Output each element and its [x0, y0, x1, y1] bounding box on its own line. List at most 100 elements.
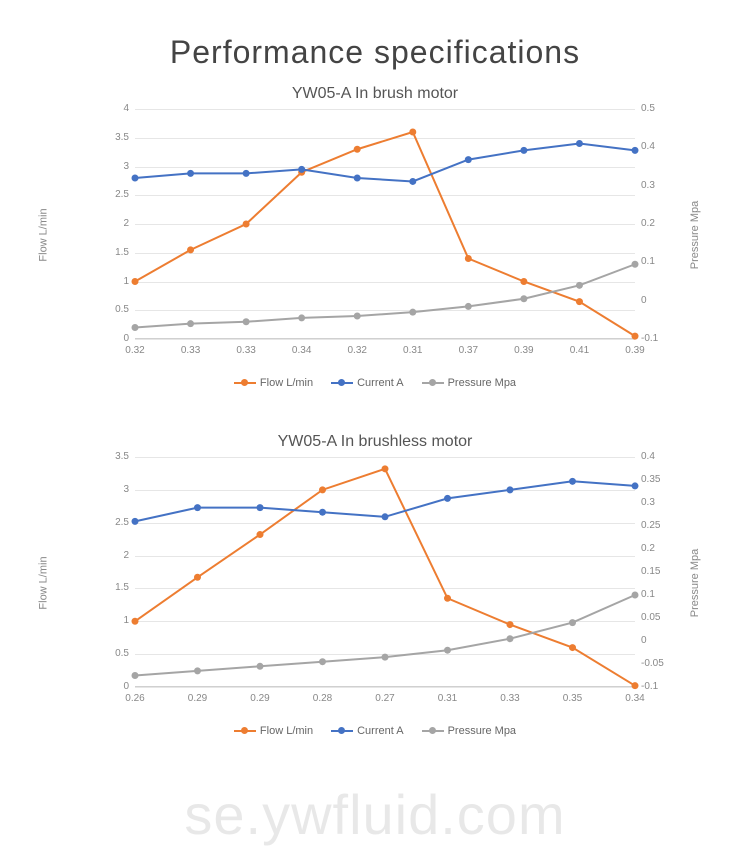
page-title: Performance specifications	[0, 0, 750, 81]
chart1-legend-item: Current A	[331, 377, 403, 389]
chart1-right-tick: 0	[641, 295, 673, 306]
chart2-right-tick: -0.05	[641, 658, 673, 669]
chart1-series-marker	[520, 147, 527, 154]
chart1-left-tick: 1.5	[101, 247, 129, 258]
chart1-series-line	[135, 132, 635, 336]
chart1-left-tick: 2	[101, 218, 129, 229]
chart2-series-marker	[444, 595, 451, 602]
chart1-legend-swatch	[234, 382, 256, 384]
chart2-legend-label: Flow L/min	[260, 725, 313, 737]
chart1-x-tick: 0.39	[615, 345, 655, 356]
chart2-left-tick: 3	[101, 484, 129, 495]
chart1-left-tick: 0	[101, 333, 129, 344]
chart1-legend-dot	[241, 379, 248, 386]
chart2-left-axis-label: Flow L/min	[38, 556, 50, 609]
chart1-series-marker	[243, 170, 250, 177]
chart2-series-line	[135, 595, 635, 676]
chart2-series-marker	[569, 644, 576, 651]
chart1-legend-dot	[338, 379, 345, 386]
chart2-right-tick: 0.4	[641, 451, 673, 462]
chart2-x-tick: 0.29	[240, 693, 280, 704]
chart2-title: YW05-A In brushless motor	[45, 433, 705, 451]
chart2-series-marker	[632, 682, 639, 689]
chart2-legend: Flow L/min Current A Pressure Mpa	[45, 725, 705, 737]
chart2-legend-label: Current A	[357, 725, 403, 737]
chart2-right-tick: 0.35	[641, 474, 673, 485]
chart2-x-tick: 0.33	[490, 693, 530, 704]
chart1-plot: 00.511.522.533.54-0.100.10.20.30.40.50.3…	[45, 109, 705, 369]
chart1-legend: Flow L/minCurrent APressure Mpa	[45, 377, 705, 389]
chart1-series-marker	[409, 309, 416, 316]
chart2-right-tick: -0.1	[641, 681, 673, 692]
chart1-series-marker	[187, 170, 194, 177]
chart2-plot-area: 00.511.522.533.5-0.1-0.0500.050.10.150.2…	[135, 457, 635, 687]
chart2-left-tick: 0.5	[101, 648, 129, 659]
chart1-series-line	[135, 264, 635, 327]
chart2-right-tick: 0.1	[641, 589, 673, 600]
chart2-right-axis-label: Pressure Mpa	[689, 549, 701, 617]
chart2-series-marker	[194, 504, 201, 511]
chart1-series-marker	[576, 140, 583, 147]
chart1-x-tick: 0.37	[448, 345, 488, 356]
chart2-series-marker	[382, 465, 389, 472]
chart1-legend-item: Pressure Mpa	[422, 377, 516, 389]
chart1-series-marker	[187, 246, 194, 253]
chart2-series-marker	[319, 509, 326, 516]
chart1-x-tick: 0.34	[282, 345, 322, 356]
chart2-series-marker	[444, 647, 451, 654]
chart2-x-tick: 0.26	[115, 693, 155, 704]
chart1-legend-swatch	[331, 382, 353, 384]
chart1-series-line	[135, 144, 635, 182]
chart2-right-tick: 0.25	[641, 520, 673, 531]
chart2-series-marker	[319, 658, 326, 665]
chart2-gridline	[135, 687, 635, 688]
chart1-series-marker	[409, 178, 416, 185]
chart1-right-tick: 0.5	[641, 103, 673, 114]
chart2-x-tick: 0.29	[178, 693, 218, 704]
watermark-text: se.ywfluid.com	[0, 782, 750, 847]
chart1-x-tick: 0.39	[504, 345, 544, 356]
chart1-series-marker	[632, 261, 639, 268]
chart1-x-tick: 0.31	[393, 345, 433, 356]
chart1-left-tick: 3	[101, 161, 129, 172]
chart1-svg	[135, 109, 635, 339]
chart1-x-tick: 0.32	[115, 345, 155, 356]
chart2-right-tick: 0.3	[641, 497, 673, 508]
chart1-gridline	[135, 339, 635, 340]
chart-brush-motor: YW05-A In brush motor 00.511.522.533.54-…	[45, 85, 705, 389]
chart2-series-marker	[569, 619, 576, 626]
chart1-left-tick: 0.5	[101, 304, 129, 315]
chart2-right-tick: 0.2	[641, 543, 673, 554]
chart-brushless-motor: YW05-A In brushless motor 00.511.522.533…	[45, 433, 705, 737]
chart1-series-marker	[243, 318, 250, 325]
chart2-series-marker	[132, 518, 139, 525]
chart2-left-tick: 2	[101, 550, 129, 561]
chart2-series-line	[135, 469, 635, 686]
chart2-x-tick: 0.34	[615, 693, 655, 704]
chart1-series-marker	[298, 314, 305, 321]
chart2-legend-swatch	[331, 730, 353, 732]
chart1-plot-area: 00.511.522.533.54-0.100.10.20.30.40.50.3…	[135, 109, 635, 339]
chart2-series-marker	[569, 478, 576, 485]
chart1-legend-label: Current A	[357, 377, 403, 389]
chart2-left-tick: 3.5	[101, 451, 129, 462]
chart2-legend-dot	[429, 727, 436, 734]
chart1-series-marker	[354, 146, 361, 153]
chart2-legend-swatch	[234, 730, 256, 732]
chart1-legend-swatch	[422, 382, 444, 384]
chart2-left-tick: 1.5	[101, 582, 129, 593]
chart2-x-tick: 0.31	[428, 693, 468, 704]
chart2-legend-swatch	[422, 730, 444, 732]
chart1-series-marker	[409, 129, 416, 136]
chart2-series-marker	[132, 672, 139, 679]
chart1-series-marker	[465, 156, 472, 163]
chart2-right-tick: 0	[641, 635, 673, 646]
chart1-left-axis-label: Flow L/min	[38, 208, 50, 261]
chart2-series-marker	[194, 667, 201, 674]
chart1-left-tick: 4	[101, 103, 129, 114]
chart2-x-tick: 0.28	[303, 693, 343, 704]
chart1-left-tick: 1	[101, 276, 129, 287]
chart1-series-marker	[354, 175, 361, 182]
chart1-series-marker	[465, 255, 472, 262]
chart2-legend-label: Pressure Mpa	[448, 725, 516, 737]
